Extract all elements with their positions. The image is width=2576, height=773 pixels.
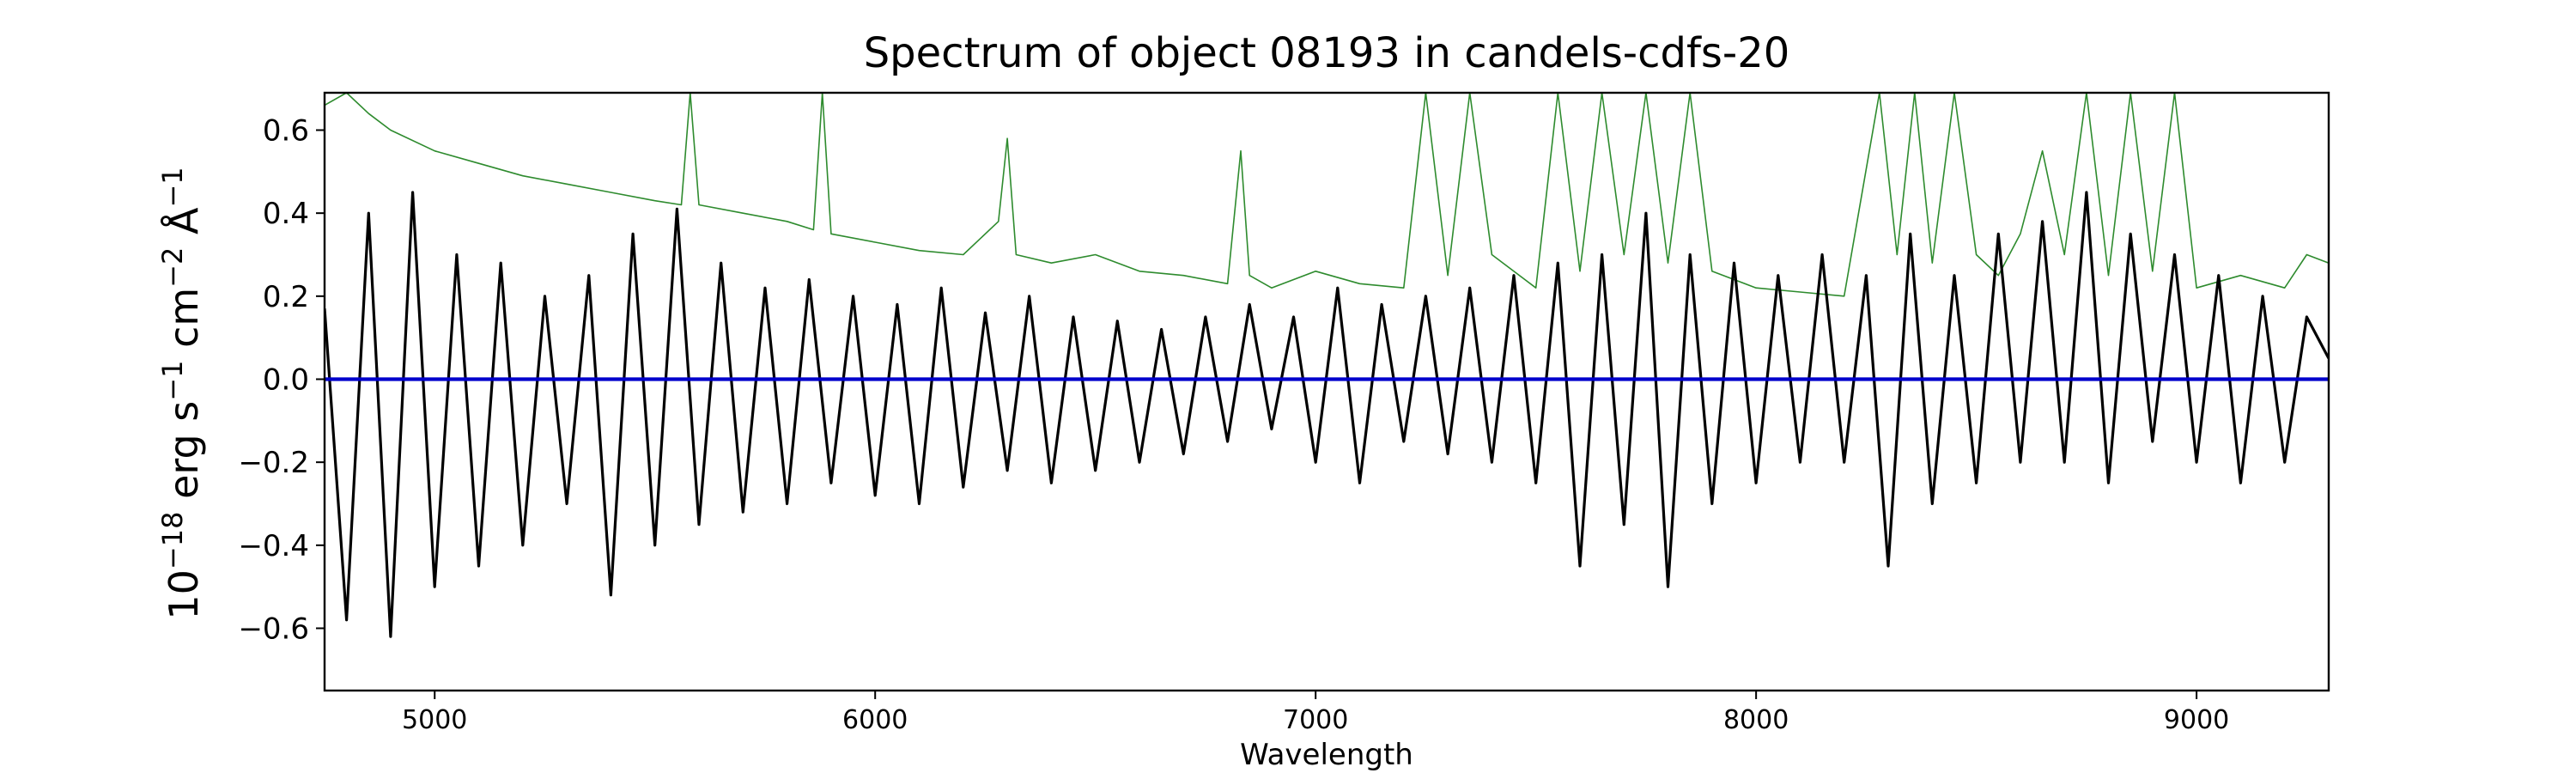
y-tick-label: 0.6 bbox=[263, 114, 309, 149]
y-tick-label: −0.4 bbox=[238, 529, 309, 563]
series-line-noise bbox=[325, 93, 2329, 297]
x-tick-label: 6000 bbox=[842, 705, 908, 735]
series-line-flux bbox=[325, 191, 2329, 638]
x-tick-label: 8000 bbox=[1723, 705, 1789, 735]
plot-frame bbox=[323, 91, 2330, 692]
series-group bbox=[325, 93, 2329, 638]
y-tick-label: −0.6 bbox=[238, 612, 309, 647]
y-axis-label-exp3: −2 bbox=[156, 247, 189, 288]
y-axis-label-ang: Å bbox=[161, 207, 207, 247]
x-axis-label: Wavelength bbox=[1240, 738, 1413, 772]
y-axis-label-exp1: −18 bbox=[156, 512, 189, 570]
y-tick-label: 0.0 bbox=[263, 363, 309, 398]
y-tick-label: 0.2 bbox=[263, 280, 309, 314]
y-tick-label: 0.4 bbox=[263, 197, 309, 231]
y-axis-label-exp2: −1 bbox=[156, 361, 189, 401]
y-axis-label-exp4: −1 bbox=[156, 167, 189, 207]
x-tick-label: 5000 bbox=[402, 705, 467, 735]
y-axis-label-erg: erg s bbox=[161, 401, 207, 512]
plot-area bbox=[323, 91, 2330, 692]
y-axis: −0.6 −0.4 −0.2 0.0 0.2 0.4 0.6 bbox=[238, 114, 325, 647]
y-tick-label: −0.2 bbox=[238, 446, 309, 480]
y-axis-label: 10−18 erg s−1 cm−2 Å−1 bbox=[156, 167, 207, 619]
y-axis-label-base: 10 bbox=[161, 569, 207, 620]
x-tick-label: 7000 bbox=[1283, 705, 1348, 735]
chart-title: Spectrum of object 08193 in candels-cdfs… bbox=[864, 29, 1790, 77]
x-tick-label: 9000 bbox=[2164, 705, 2229, 735]
x-axis: 5000 6000 7000 8000 9000 bbox=[402, 691, 2229, 735]
y-axis-label-cm: cm bbox=[161, 288, 207, 361]
